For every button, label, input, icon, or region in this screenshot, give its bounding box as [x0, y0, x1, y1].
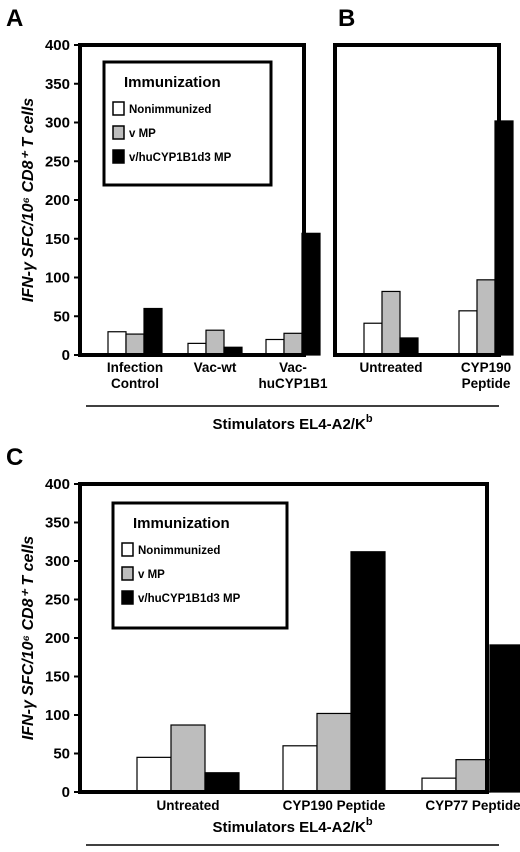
- panel-letter-b: B: [338, 5, 355, 32]
- bar-c-1-0: [282, 745, 318, 793]
- plot-frame-b: [333, 43, 501, 357]
- bar-a-2-1: [283, 332, 303, 356]
- stimulators-label: Stimulators EL4-A2/Kb: [212, 816, 372, 836]
- bar-b-1-0: [458, 310, 478, 356]
- category-label: Untreated: [359, 360, 422, 375]
- y-tick-label: 50: [53, 308, 70, 325]
- legend-swatch-1: [121, 566, 134, 581]
- panel-letter-a: A: [6, 5, 23, 32]
- bar-b-0-2: [399, 337, 419, 356]
- bar-c-1-2: [350, 551, 386, 793]
- category-label: Vac-: [279, 360, 307, 375]
- category-label: CYP190 Peptide: [283, 798, 386, 813]
- y-tick-label: 200: [45, 630, 70, 647]
- category-label: huCYP1B1: [258, 376, 328, 391]
- y-tick-label: 0: [62, 784, 70, 801]
- y-tick-label: 50: [53, 746, 70, 763]
- bar-a-1-1: [205, 329, 225, 356]
- legend-item-label: Nonimmunized: [138, 545, 220, 557]
- bar-a-2-0: [265, 338, 285, 356]
- category-label: Untreated: [156, 798, 219, 813]
- bar-a-0-0: [107, 331, 127, 356]
- category-label: Control: [111, 376, 159, 391]
- bar-a-0-2: [143, 307, 163, 356]
- bar-a-0-1: [125, 333, 145, 356]
- bar-b-0-1: [381, 290, 401, 356]
- y-tick-label: 150: [45, 669, 70, 686]
- bar-c-2-0: [421, 777, 457, 793]
- y-tick-label: 250: [45, 592, 70, 609]
- legend-item-label: Nonimmunized: [129, 104, 211, 116]
- legend-swatch-2: [121, 590, 134, 605]
- y-tick-label: 350: [45, 76, 70, 93]
- bar-b-1-1: [476, 279, 496, 356]
- legend-swatch-1: [112, 125, 125, 140]
- y-axis-label: IFN-γ SFC/10⁶ CD8⁺ T cells: [20, 536, 37, 740]
- y-tick-label: 250: [45, 153, 70, 170]
- panel-letter-c: C: [6, 444, 23, 471]
- category-label: CYP190: [461, 360, 511, 375]
- legend-item-label: v MP: [129, 128, 156, 140]
- bar-c-2-1: [455, 759, 491, 793]
- bar-c-0-1: [170, 724, 206, 793]
- stimulators-label: Stimulators EL4-A2/Kb: [212, 413, 372, 433]
- category-label: Infection: [107, 360, 163, 375]
- y-tick-label: 100: [45, 270, 70, 287]
- bar-c-2-2: [489, 644, 520, 793]
- legend-title: Immunization: [124, 74, 221, 91]
- bar-c-0-2: [204, 772, 240, 793]
- legend-item-label: v/huCYP1B1d3 MP: [138, 593, 241, 605]
- y-tick-label: 0: [62, 347, 70, 364]
- y-tick-label: 300: [45, 553, 70, 570]
- bar-b-0-0: [363, 322, 383, 356]
- legend-swatch-0: [121, 542, 134, 557]
- y-tick-label: 400: [45, 37, 70, 54]
- legend-box: [111, 501, 289, 630]
- legend-title: Immunization: [133, 515, 230, 532]
- y-tick-label: 300: [45, 115, 70, 132]
- category-label: CYP77 Peptide: [425, 798, 520, 813]
- y-axis-label: IFN-γ SFC/10⁶ CD8⁺ T cells: [20, 98, 37, 302]
- y-tick-label: 100: [45, 707, 70, 724]
- category-label: Peptide: [462, 376, 511, 391]
- category-label: Vac-wt: [194, 360, 237, 375]
- legend-item-label: v MP: [138, 569, 165, 581]
- legend-item-label: v/huCYP1B1d3 MP: [129, 152, 232, 164]
- bar-c-1-1: [316, 712, 352, 793]
- bar-c-0-0: [136, 756, 172, 793]
- y-tick-label: 350: [45, 515, 70, 532]
- legend-swatch-2: [112, 149, 125, 164]
- legend-box: [102, 60, 273, 187]
- y-tick-label: 150: [45, 231, 70, 248]
- y-tick-label: 400: [45, 476, 70, 493]
- legend-swatch-0: [112, 101, 125, 116]
- y-tick-label: 200: [45, 192, 70, 209]
